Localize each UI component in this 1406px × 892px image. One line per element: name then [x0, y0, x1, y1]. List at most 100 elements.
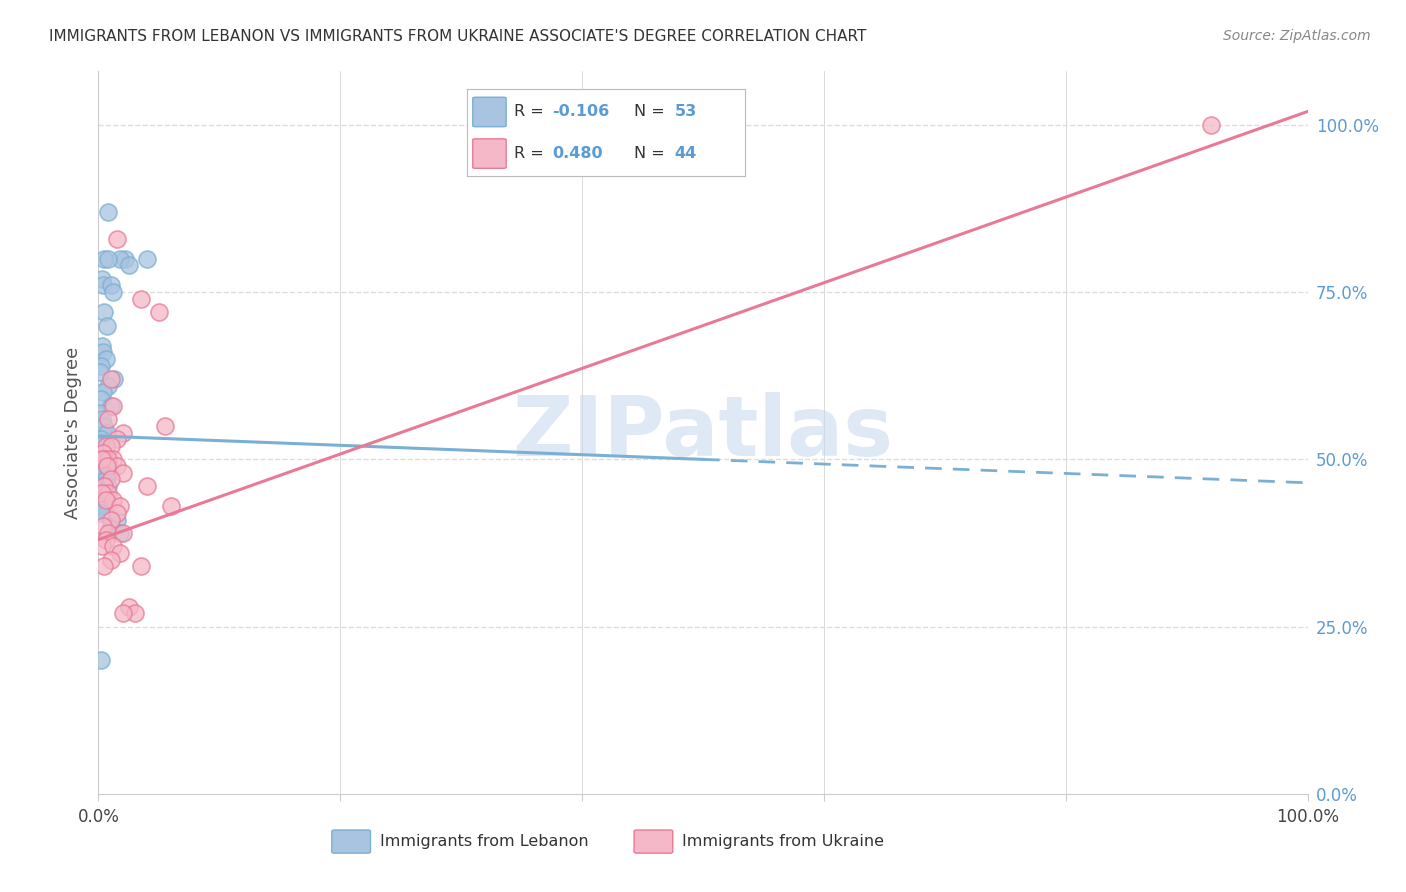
FancyBboxPatch shape — [634, 830, 672, 853]
Text: Immigrants from Ukraine: Immigrants from Ukraine — [682, 834, 884, 849]
Point — [91, 412, 114, 426]
Point — [90, 479, 112, 493]
Point — [101, 399, 124, 413]
Point — [100, 399, 122, 413]
Y-axis label: Associate's Degree: Associate's Degree — [65, 346, 83, 519]
Point — [91, 385, 114, 400]
Point — [89, 366, 111, 380]
Point — [91, 539, 114, 553]
Point — [118, 259, 141, 273]
Point — [93, 479, 115, 493]
Point — [101, 452, 124, 467]
Point — [129, 292, 152, 306]
Text: Immigrants from Lebanon: Immigrants from Lebanon — [380, 834, 589, 849]
Point — [105, 232, 128, 246]
Point — [91, 500, 114, 514]
Point — [100, 278, 122, 293]
Point — [118, 599, 141, 614]
Point — [98, 466, 121, 480]
Point — [93, 559, 115, 574]
Point — [100, 372, 122, 386]
Point — [105, 506, 128, 520]
Point — [129, 559, 152, 574]
FancyBboxPatch shape — [332, 830, 371, 853]
Point — [100, 553, 122, 567]
Point — [97, 205, 120, 219]
Point — [96, 506, 118, 520]
Point — [96, 459, 118, 474]
Point — [105, 512, 128, 526]
Point — [94, 492, 117, 507]
Point — [100, 473, 122, 487]
Point — [91, 446, 114, 460]
Point — [89, 406, 111, 420]
Point — [90, 433, 112, 447]
Point — [124, 607, 146, 621]
Point — [91, 485, 114, 500]
Point — [94, 452, 117, 467]
Text: IMMIGRANTS FROM LEBANON VS IMMIGRANTS FROM UKRAINE ASSOCIATE'S DEGREE CORRELATIO: IMMIGRANTS FROM LEBANON VS IMMIGRANTS FR… — [49, 29, 866, 44]
Text: ZIPatlas: ZIPatlas — [513, 392, 893, 473]
Point — [111, 607, 134, 621]
Point — [91, 519, 114, 533]
Point — [97, 526, 120, 541]
Point — [96, 425, 118, 440]
Point — [91, 272, 114, 286]
Point — [91, 452, 114, 467]
Point — [111, 425, 134, 440]
Point — [97, 479, 120, 493]
Point — [105, 459, 128, 474]
Point — [89, 452, 111, 467]
Point — [97, 252, 120, 266]
Point — [93, 500, 115, 514]
Point — [96, 318, 118, 333]
Point — [91, 339, 114, 353]
Point — [89, 492, 111, 507]
Point — [100, 519, 122, 533]
Text: Source: ZipAtlas.com: Source: ZipAtlas.com — [1223, 29, 1371, 43]
Point — [94, 439, 117, 453]
Point — [108, 526, 131, 541]
Point — [111, 466, 134, 480]
Point — [91, 466, 114, 480]
Point — [93, 419, 115, 434]
Point — [153, 419, 176, 434]
Point — [90, 392, 112, 407]
Point — [114, 252, 136, 266]
Point — [103, 372, 125, 386]
Point — [101, 285, 124, 300]
Point — [105, 433, 128, 447]
Point — [100, 439, 122, 453]
Point — [89, 439, 111, 453]
Point — [135, 479, 157, 493]
Point — [91, 485, 114, 500]
Point — [94, 533, 117, 547]
Point — [91, 345, 114, 359]
Point — [108, 252, 131, 266]
Point — [97, 379, 120, 393]
Point — [97, 452, 120, 467]
Point — [94, 473, 117, 487]
Point — [148, 305, 170, 319]
Point — [89, 485, 111, 500]
Point — [111, 526, 134, 541]
Point — [101, 539, 124, 553]
Point — [90, 359, 112, 373]
Point — [101, 492, 124, 507]
Point — [160, 500, 183, 514]
Point — [100, 512, 122, 526]
Point — [93, 305, 115, 319]
Point — [93, 452, 115, 467]
Point — [108, 546, 131, 560]
Point — [1199, 118, 1222, 132]
Point — [91, 278, 114, 293]
Point — [94, 352, 117, 367]
Point — [91, 446, 114, 460]
Point — [108, 500, 131, 514]
Point — [90, 653, 112, 667]
Point — [96, 459, 118, 474]
Point — [91, 459, 114, 474]
Point — [90, 506, 112, 520]
Point — [135, 252, 157, 266]
Point — [93, 452, 115, 467]
